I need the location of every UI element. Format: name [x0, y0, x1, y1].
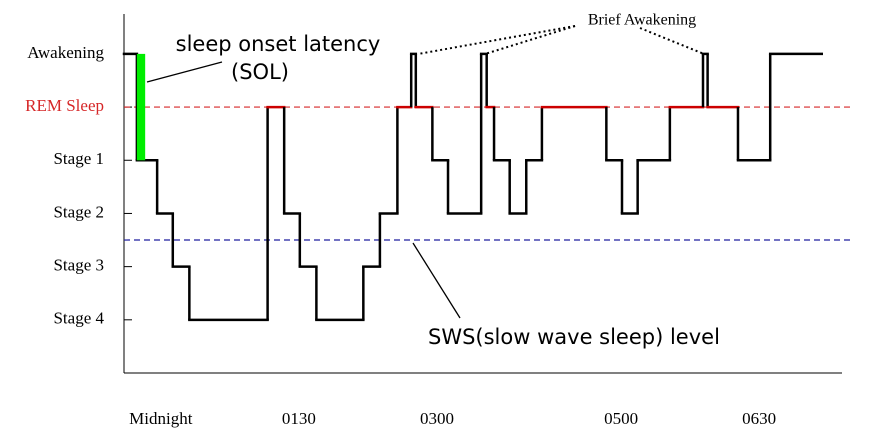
x-tick-label: 0630 [742, 409, 776, 428]
x-tick-label: 0500 [604, 409, 638, 428]
y-tick-label: Stage 4 [53, 309, 104, 328]
x-tick-label: 0300 [420, 409, 454, 428]
x-tick-label: Midnight [129, 409, 193, 428]
brief-leader [639, 27, 705, 55]
x-tick-label: 0130 [282, 409, 316, 428]
sws-leader [412, 242, 461, 319]
y-tick-label: Stage 2 [53, 202, 104, 221]
sol-bar [136, 53, 146, 161]
annotation: Brief Awakening [588, 12, 696, 29]
brief-leader [484, 25, 576, 55]
annotation: (SOL) [231, 60, 289, 84]
annotation-leaders [146, 25, 705, 319]
y-tick-label: REM Sleep [25, 96, 104, 115]
sol-leader [146, 61, 223, 83]
y-tick-label: Stage 3 [53, 256, 104, 275]
brief-leader [417, 25, 576, 55]
annotation: SWS(slow wave sleep) level [428, 325, 720, 349]
annotation: sleep onset latency [176, 32, 381, 56]
y-tick-label: Stage 1 [53, 149, 104, 168]
y-tick-label: Awakening [27, 43, 104, 62]
